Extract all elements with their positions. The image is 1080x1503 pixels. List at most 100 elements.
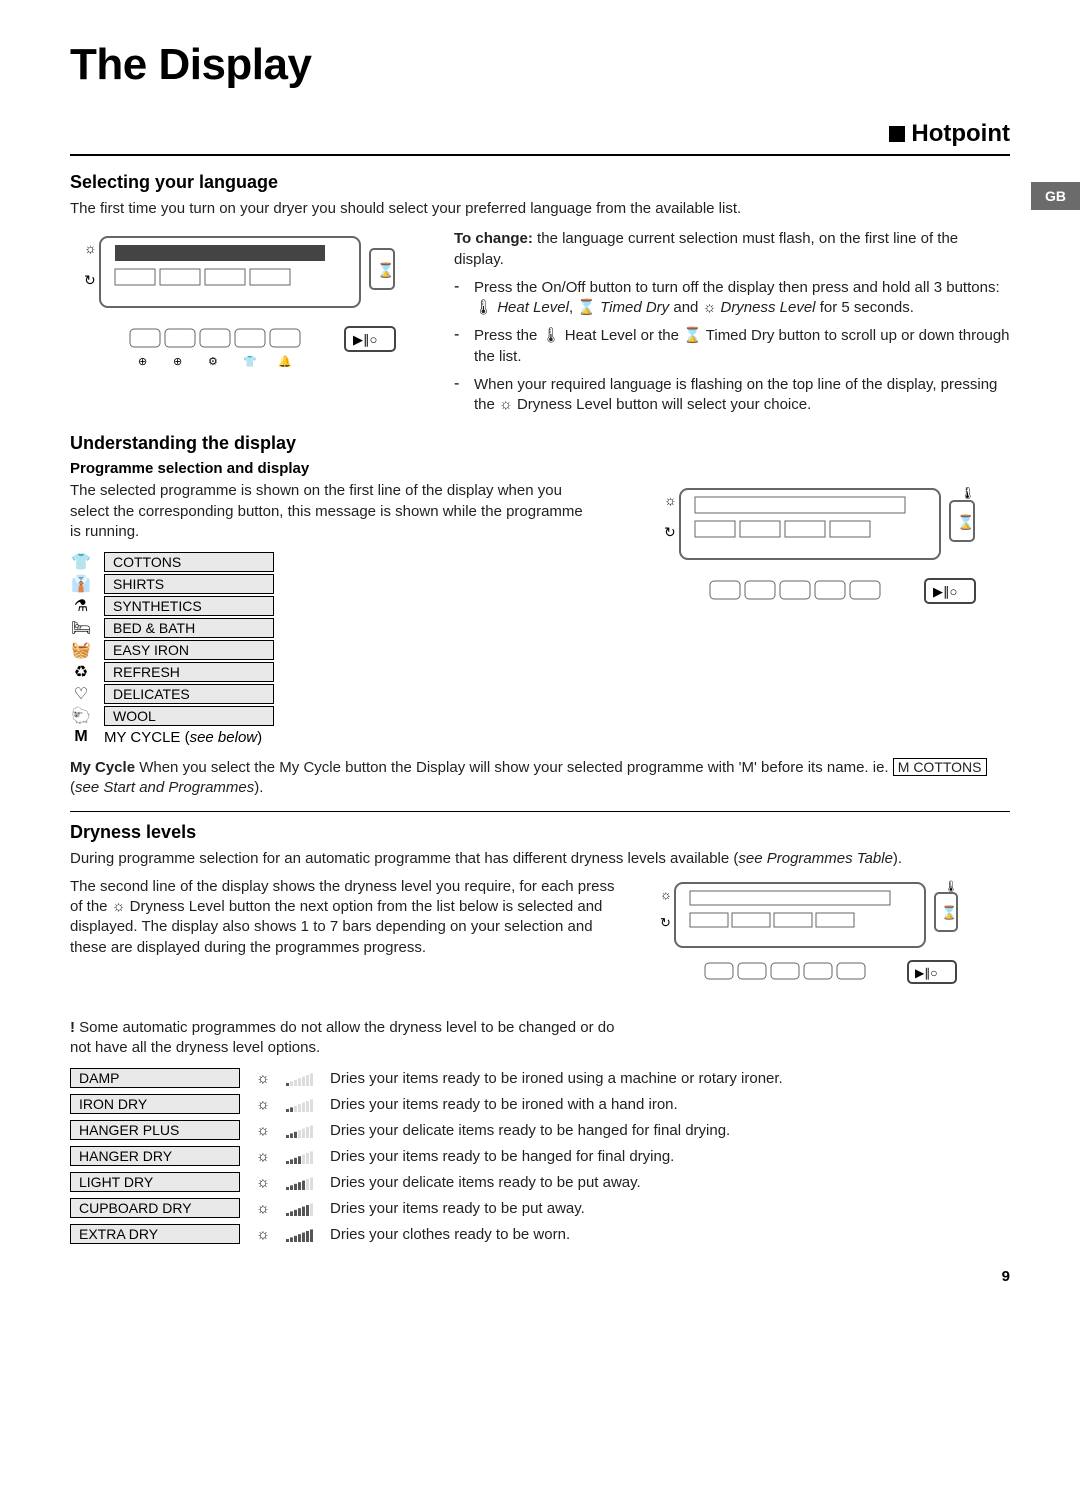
dash-icon: - <box>454 375 466 416</box>
dryness-row: LIGHT DRY☼Dries your delicate items read… <box>70 1172 1010 1192</box>
programme-row: ⚗ SYNTHETICS <box>70 596 650 616</box>
dryness-label: DAMP <box>70 1068 240 1088</box>
lang-right-col: To change: the language current selectio… <box>454 229 1010 415</box>
programme-label: DELICATES <box>104 684 274 704</box>
dry-intro-ital: see Programmes Table <box>738 850 893 867</box>
programme-row: ♻ REFRESH <box>70 662 650 682</box>
hr-before-dryness <box>70 811 1010 812</box>
dryness-row: EXTRA DRY☼Dries your clothes ready to be… <box>70 1224 1010 1244</box>
svg-text:⌛: ⌛ <box>377 262 394 279</box>
intro-select-language: The first time you turn on your dryer yo… <box>70 199 1010 219</box>
bars-icon <box>286 1095 316 1113</box>
dryness-desc: Dries your items ready to be hanged for … <box>330 1148 674 1165</box>
mycycle-label: MY CYCLE (see below) <box>104 729 262 746</box>
programme-icon: ⚗ <box>70 596 92 616</box>
b1-timed: Timed Dry <box>596 299 669 316</box>
dryness-label: IRON DRY <box>70 1094 240 1114</box>
svg-text:🌡: 🌡 <box>944 880 958 893</box>
svg-text:☼: ☼ <box>664 492 677 508</box>
mycycle-box: M COTTONS <box>893 758 987 776</box>
b1-heat: Heat Level <box>493 299 569 316</box>
prog-area: The selected programme is shown on the f… <box>70 481 1010 748</box>
dryness-label: HANGER PLUS <box>70 1120 240 1140</box>
svg-text:⌛: ⌛ <box>941 905 957 920</box>
programme-row-mycycle: M MY CYCLE (see below) <box>70 728 650 746</box>
svg-text:▶∥○: ▶∥○ <box>933 584 957 599</box>
svg-text:▶∥○: ▶∥○ <box>915 966 937 980</box>
sun-icon: ☼ <box>112 898 126 915</box>
dry-p2-post: Dryness Level button the next option fro… <box>70 898 602 956</box>
dryness-note: ! Some automatic programmes do not allow… <box>70 1018 630 1059</box>
brand-logo: Hotpoint <box>889 120 1010 148</box>
programme-icon: ♻ <box>70 662 92 682</box>
bars-icon <box>286 1173 316 1191</box>
programme-row: ♡ DELICATES <box>70 684 650 704</box>
programme-row: 🐑 WOOL <box>70 706 650 726</box>
dryness-list: DAMP ☼ Dries your items ready to be ironed… <box>70 1068 1010 1244</box>
sun-icon: ☼ <box>254 1096 272 1113</box>
sun-icon: ☼ <box>254 1226 272 1243</box>
sun-icon: ☼ <box>703 299 717 316</box>
lang-bullet-3: - When your required language is flashin… <box>454 375 1010 416</box>
display-diagram-2: ☼ ↻ ⌛ 🌡 ▶∥○ <box>650 481 1010 636</box>
bars-icon <box>286 1199 316 1217</box>
dryness-desc: Dries your items ready to be ironed with… <box>330 1096 678 1113</box>
lang-bullet-2: - Press the 🌡 Heat Level or the ⌛ Timed … <box>454 326 1010 367</box>
dryness-row: HANGER DRY ☼ Dries your items ready to be … <box>70 1146 1010 1166</box>
brand-row: Hotpoint <box>70 120 1010 148</box>
programme-label: COTTONS <box>104 552 274 572</box>
brand-square-icon <box>889 126 905 142</box>
b3-post: Dryness Level button will select your ch… <box>517 396 811 413</box>
hourglass-icon: ⌛ <box>577 299 596 316</box>
programme-label: WOOL <box>104 706 274 726</box>
programme-icon: 👔 <box>70 574 92 594</box>
programme-label: REFRESH <box>104 662 274 682</box>
mycycle-para: My Cycle When you select the My Cycle bu… <box>70 758 1010 799</box>
svg-text:⚙: ⚙ <box>208 356 218 368</box>
programme-row: 🛏BED & BATH <box>70 618 650 638</box>
bars-icon <box>286 1121 316 1139</box>
dryness-desc: Dries your clothes ready to be worn. <box>330 1226 570 1243</box>
svg-text:👕: 👕 <box>243 355 257 368</box>
b1-dry: Dryness Level <box>716 299 815 316</box>
to-change-line: To change: the language current selectio… <box>454 229 1010 270</box>
mycycle-ital: see Start and Programmes <box>75 779 254 796</box>
dryness-label: HANGER DRY <box>70 1146 240 1166</box>
subhead-prog-select: Programme selection and display <box>70 460 1010 477</box>
lang-bullet-1-text: Press the On/Off button to turn off the … <box>474 278 1010 319</box>
dryness-row: CUPBOARD DRY☼Dries your items ready to b… <box>70 1198 1010 1218</box>
b1-and: and <box>673 299 702 316</box>
dash-icon: - <box>454 278 466 319</box>
page-number: 9 <box>70 1268 1010 1285</box>
heading-select-language: Selecting your language <box>70 172 1010 193</box>
programme-icon: 👕 <box>70 552 92 572</box>
svg-text:↻: ↻ <box>664 524 676 540</box>
programme-icon: ♡ <box>70 684 92 704</box>
programme-row: 👕 COTTONS <box>70 552 650 572</box>
programme-label: SYNTHETICS <box>104 596 274 616</box>
svg-text:⊕: ⊕ <box>173 356 182 368</box>
brand-text: Hotpoint <box>911 120 1010 148</box>
understand-text: The selected programme is shown on the f… <box>70 481 590 542</box>
svg-text:↻: ↻ <box>84 272 96 288</box>
dryness-top-row: The second line of the display shows the… <box>70 877 1010 1012</box>
to-change-bold: To change: <box>454 230 533 247</box>
svg-text:▶∥○: ▶∥○ <box>353 332 377 347</box>
heading-understand: Understanding the display <box>70 433 1010 454</box>
programme-label: EASY IRON <box>104 640 274 660</box>
svg-text:🔔: 🔔 <box>278 355 292 368</box>
sun-icon: ☼ <box>499 396 513 413</box>
sun-icon: ☼ <box>254 1148 272 1165</box>
mycycle-m-icon: M <box>70 728 92 746</box>
dryness-label: CUPBOARD DRY <box>70 1198 240 1218</box>
dryness-desc: Dries your delicate items ready to be pu… <box>330 1174 641 1191</box>
dryness-para2: The second line of the display shows the… <box>70 877 630 958</box>
programme-list: 👕COTTONS👔SHIRTS⚗SYNTHETICS🛏BED & BATH🧺EA… <box>70 552 650 746</box>
lang-bullet-1: - Press the On/Off button to turn off th… <box>454 278 1010 319</box>
programme-icon: 🐑 <box>70 706 92 726</box>
dryness-label: LIGHT DRY <box>70 1172 240 1192</box>
dryness-desc: Dries your items ready to be ironed usin… <box>330 1070 783 1087</box>
dry-intro-post: ). <box>893 850 902 867</box>
b1-pre: Press the On/Off button to turn off the … <box>474 279 1000 296</box>
lang-two-col: ☼ ↻ ⌛ ▶∥○ ⊕ ⊕ ⚙ 👕 🔔 To change: the langu… <box>70 229 1010 415</box>
